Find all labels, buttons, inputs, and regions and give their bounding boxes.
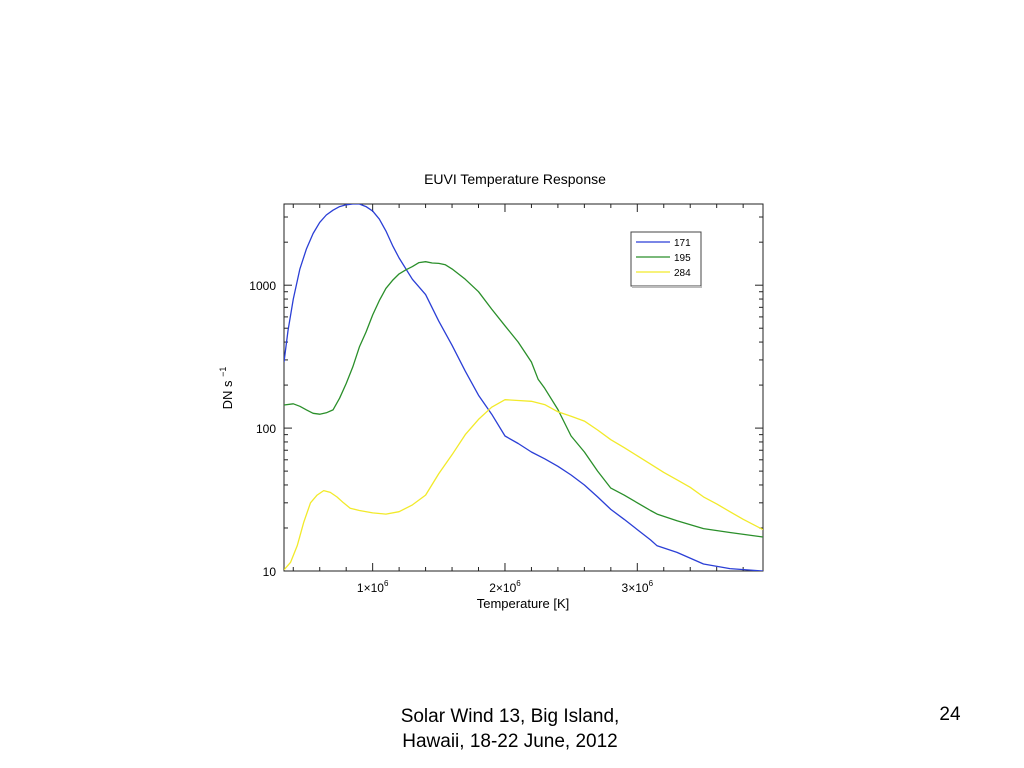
footer-line-1: Solar Wind 13, Big Island, xyxy=(400,706,620,727)
x-tick-label: 2×106 xyxy=(489,579,521,595)
chart-title: EUVI Temperature Response xyxy=(424,171,606,187)
series-line-171 xyxy=(284,204,763,571)
legend: 171 195 284 xyxy=(630,231,702,288)
plot-frame xyxy=(283,203,764,572)
legend-label-195: 195 xyxy=(674,253,691,264)
y-axis-label: DN s xyxy=(220,380,235,409)
y-axis-label-exponent: −1 xyxy=(218,367,228,377)
legend-label-284: 284 xyxy=(674,268,691,279)
plot-area: 1×106 2×106 3×106 10 100 1000 xyxy=(249,203,764,595)
x-tick-label: 3×106 xyxy=(622,579,654,595)
footer-line-2: Hawaii, 18-22 June, 2012 xyxy=(402,731,618,752)
legend-box xyxy=(630,231,702,287)
x-axis-label: Temperature [K] xyxy=(477,596,570,611)
svg-text:DN s −1: DN s −1 xyxy=(218,367,235,410)
series-line-284 xyxy=(284,399,763,571)
y-tick-label: 10 xyxy=(263,565,277,579)
page-number: 24 xyxy=(939,704,961,725)
legend-label-171: 171 xyxy=(674,238,691,249)
series-line-195 xyxy=(284,261,763,538)
legend-shadow xyxy=(632,286,702,288)
y-tick-label: 1000 xyxy=(249,279,276,293)
y-tick-label: 100 xyxy=(256,422,276,436)
y-axis-title: DN s −1 xyxy=(218,367,235,410)
footer-caption: Solar Wind 13, Big Island, Hawaii, 18-22… xyxy=(330,704,690,754)
x-tick-label: 1×106 xyxy=(357,579,389,595)
